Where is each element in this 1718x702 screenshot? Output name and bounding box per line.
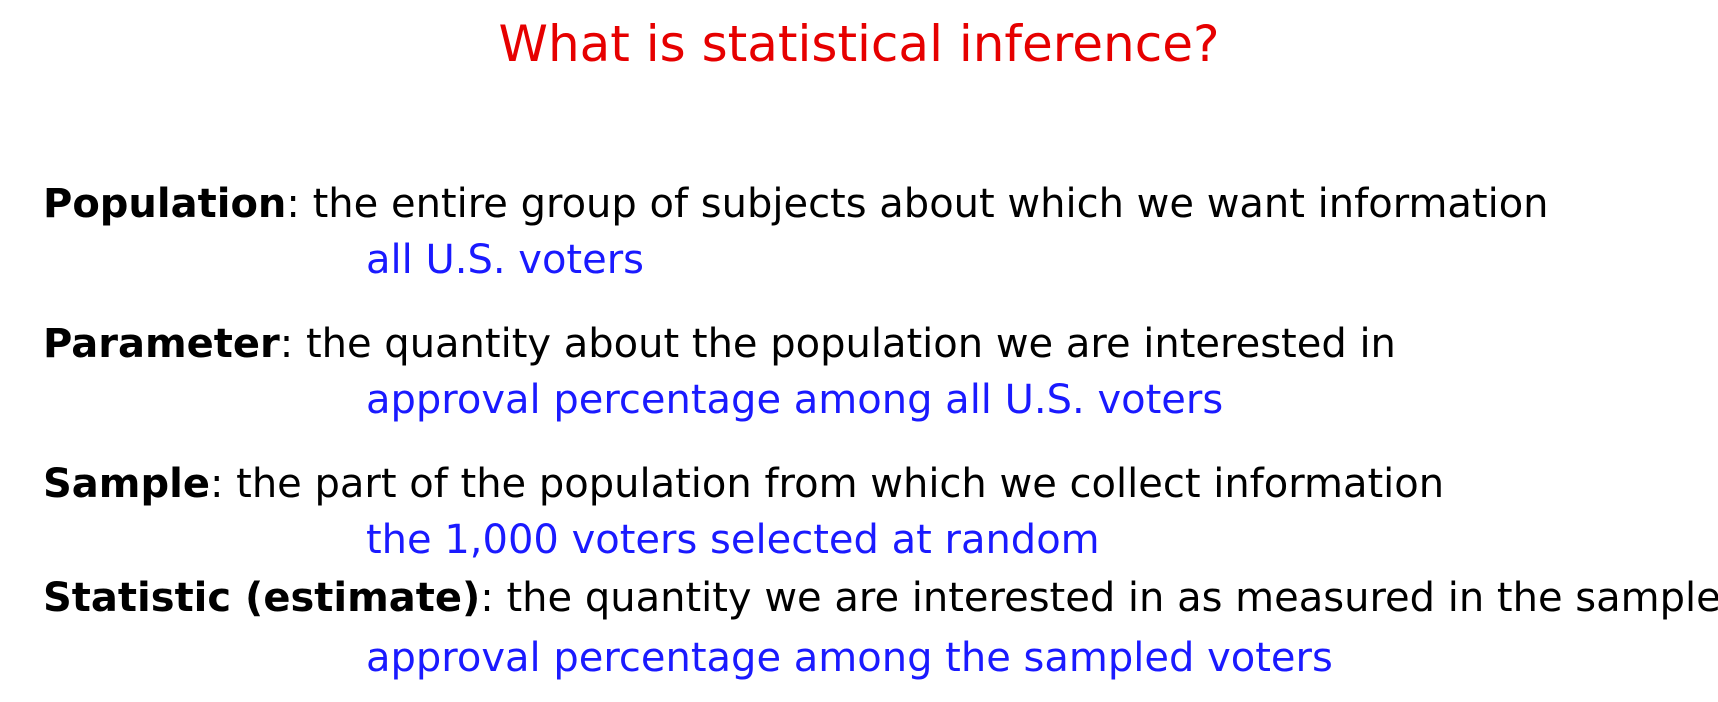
slide-title: What is statistical inference? bbox=[498, 15, 1220, 73]
definition-population: Population: the entire group of subjects… bbox=[43, 176, 1549, 232]
term-sample: Sample bbox=[43, 461, 210, 507]
definition-parameter: Parameter: the quantity about the popula… bbox=[43, 316, 1396, 372]
definition-statistic: Statistic (estimate): the quantity we ar… bbox=[43, 570, 1718, 626]
definition-text-sample: : the part of the population from which … bbox=[209, 461, 1445, 507]
example-statistic: approval percentage among the sampled vo… bbox=[366, 635, 1333, 681]
definition-sample: Sample: the part of the population from … bbox=[43, 456, 1444, 512]
definition-text-population: : the entire group of subjects about whi… bbox=[286, 181, 1549, 227]
example-population: all U.S. voters bbox=[366, 237, 644, 283]
definition-text-parameter: : the quantity about the population we a… bbox=[279, 321, 1396, 367]
example-parameter: approval percentage among all U.S. voter… bbox=[366, 377, 1224, 423]
definition-text-statistic: : the quantity we are interested in as m… bbox=[480, 575, 1718, 621]
example-sample: the 1,000 voters selected at random bbox=[366, 517, 1100, 563]
term-parameter: Parameter bbox=[43, 321, 280, 367]
term-statistic: Statistic (estimate) bbox=[43, 575, 481, 621]
term-population: Population bbox=[43, 181, 287, 227]
